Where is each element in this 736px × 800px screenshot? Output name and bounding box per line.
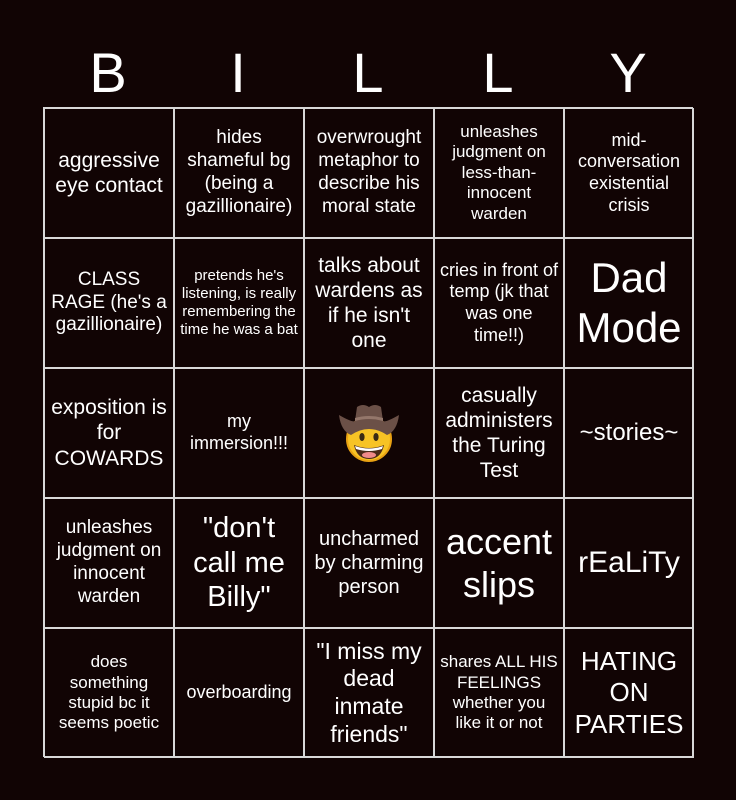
bingo-cell[interactable]: overboarding xyxy=(174,628,304,758)
bingo-cell-text: accent slips xyxy=(445,520,553,605)
bingo-cell-text: overboarding xyxy=(186,682,292,703)
bingo-cell[interactable]: unleashes judgment on less-than-innocent… xyxy=(434,108,564,238)
bingo-cell-text: exposition is for COWARDS xyxy=(51,396,167,470)
bingo-cell-text: my immersion!!! xyxy=(189,411,288,453)
bingo-cell-text: HATING ON PARTIES xyxy=(574,646,684,739)
bingo-cell[interactable]: CLASS RAGE (he's a gazillionaire) xyxy=(44,238,174,368)
bingo-cell[interactable]: shares ALL HIS FEELINGS whether you like… xyxy=(434,628,564,758)
bingo-cell[interactable]: hides shameful bg (being a gazillionaire… xyxy=(174,108,304,238)
bingo-cell[interactable]: overwrought metaphor to describe his mor… xyxy=(304,108,434,238)
bingo-cell[interactable]: "I miss my dead inmate friends" xyxy=(304,628,434,758)
bingo-cell[interactable]: rEaLiTy xyxy=(564,498,694,628)
bingo-cell-text: hides shameful bg (being a gazillionaire… xyxy=(185,127,293,217)
bingo-cell-text: ~stories~ xyxy=(579,418,679,446)
bingo-cell-text: Dad Mode xyxy=(576,253,682,351)
bingo-cell[interactable]: "don't call me Billy" xyxy=(174,498,304,628)
header-letter: L xyxy=(352,41,384,104)
bingo-cell[interactable]: unleashes judgment on innocent warden xyxy=(44,498,174,628)
bingo-cell-text: casually administers the Turing Test xyxy=(445,383,553,483)
bingo-cell-text: aggressive eye contact xyxy=(55,148,163,197)
bingo-cell-text: "I miss my dead inmate friends" xyxy=(316,637,422,747)
bingo-cell-text: "don't call me Billy" xyxy=(193,511,285,614)
bingo-cell[interactable]: aggressive eye contact xyxy=(44,108,174,238)
bingo-cell[interactable]: uncharmed by charming person xyxy=(304,498,434,628)
bingo-cell-text: does something stupid bc it seems poetic xyxy=(58,652,160,733)
bingo-cell[interactable]: HATING ON PARTIES xyxy=(564,628,694,758)
bingo-cell-text: CLASS RAGE (he's a gazillionaire) xyxy=(51,268,167,336)
bingo-cell[interactable]: ~stories~ xyxy=(564,368,694,498)
bingo-cell[interactable]: pretends he's listening, is really remem… xyxy=(174,238,304,368)
bingo-cell-text: pretends he's listening, is really remem… xyxy=(180,267,298,338)
bingo-cell-text: unleashes judgment on innocent warden xyxy=(56,517,162,607)
bingo-cell[interactable]: my immersion!!! xyxy=(174,368,304,498)
bingo-cell-text: unleashes judgment on less-than-innocent… xyxy=(452,122,546,223)
bingo-cell-free[interactable] xyxy=(304,368,434,498)
bingo-cell[interactable]: Dad Mode xyxy=(564,238,694,368)
bingo-cell[interactable]: accent slips xyxy=(434,498,564,628)
bingo-cell[interactable]: casually administers the Turing Test xyxy=(434,368,564,498)
bingo-cell-text: overwrought metaphor to describe his mor… xyxy=(316,127,422,217)
bingo-cell[interactable]: talks about wardens as if he isn't one xyxy=(304,238,434,368)
bingo-cell[interactable]: does something stupid bc it seems poetic xyxy=(44,628,174,758)
bingo-cell-text: mid-conversation existential crisis xyxy=(577,129,681,215)
bingo-cell-text: rEaLiTy xyxy=(578,546,680,579)
bingo-cell[interactable]: mid-conversation existential crisis xyxy=(564,108,694,238)
header-letter: Y xyxy=(609,41,647,104)
header-letter: B xyxy=(89,41,127,104)
bingo-header: B I L L Y xyxy=(43,38,693,108)
bingo-cell-text: cries in front of temp (jk that was one … xyxy=(439,259,559,345)
bingo-cell[interactable]: exposition is for COWARDS xyxy=(44,368,174,498)
bingo-cell[interactable]: cries in front of temp (jk that was one … xyxy=(434,238,564,368)
header-letter: I xyxy=(230,41,246,104)
bingo-cell-text: shares ALL HIS FEELINGS whether you like… xyxy=(440,652,558,733)
bingo-cell-text: talks about wardens as if he isn't one xyxy=(315,253,423,353)
bingo-grid: aggressive eye contact hides shameful bg … xyxy=(43,107,694,758)
cowboy-hat-face-icon xyxy=(339,405,399,462)
header-letter: L xyxy=(482,41,514,104)
bingo-cell-text: uncharmed by charming person xyxy=(314,528,424,598)
